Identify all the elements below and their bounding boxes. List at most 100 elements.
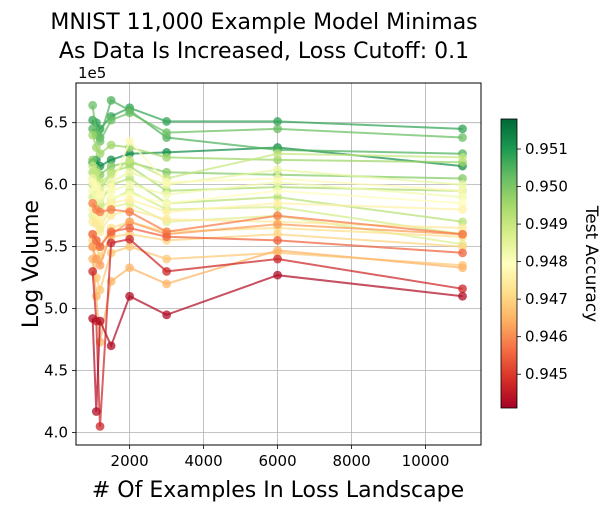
data-point [162, 207, 172, 217]
x-axis-label: # Of Examples In Loss Landscape [92, 478, 464, 503]
data-point [95, 422, 105, 431]
data-point [125, 217, 135, 227]
data-point [106, 205, 116, 214]
data-point [106, 211, 116, 221]
series-line [91, 238, 463, 427]
y-tick-label: 6.0 [44, 176, 68, 194]
data-point [106, 341, 116, 351]
data-point [162, 310, 172, 320]
data-point [125, 108, 135, 118]
y-axis-label: Log Volume [19, 200, 44, 328]
colorbar-tick-label: 0.945 [525, 365, 568, 383]
data-point [273, 186, 282, 196]
y-tick-label: 5.0 [44, 300, 68, 318]
data-point [106, 140, 116, 150]
data-point [162, 152, 172, 162]
colorbar-tick-label: 0.948 [525, 253, 568, 271]
colorbar-ticks: 0.945 0.946 0.947 0.948 0.949 0.950 0.951 [517, 140, 568, 383]
data-point [125, 234, 135, 244]
x-tick-label: 10000 [402, 452, 450, 470]
colorbar-tick-label: 0.951 [525, 140, 568, 158]
series-25 [88, 234, 467, 431]
data-point [162, 167, 172, 177]
data-point [106, 182, 116, 192]
data-point [162, 117, 172, 126]
y-ticks: 4.0 4.5 5.0 5.5 6.0 6.5 [44, 114, 76, 442]
data-point [95, 316, 105, 326]
data-point [106, 198, 116, 208]
data-point [458, 152, 467, 162]
colorbar [500, 118, 518, 409]
series-23 [88, 198, 467, 239]
data-point [95, 227, 105, 237]
data-point [273, 254, 282, 264]
data-point [162, 128, 172, 137]
data-point [458, 124, 467, 134]
series-15 [88, 136, 467, 199]
data-point [458, 291, 467, 301]
data-point [458, 186, 467, 196]
chart-title-line-2: As Data Is Increased, Loss Cutoff: 0.1 [59, 39, 469, 64]
data-point [106, 227, 116, 237]
data-point [125, 167, 135, 177]
data-point [88, 267, 98, 276]
data-point [125, 291, 135, 301]
series-9 [88, 149, 467, 187]
data-point [125, 161, 135, 171]
data-point [95, 190, 105, 199]
series-group [88, 95, 467, 431]
data-point [458, 192, 467, 202]
data-point [273, 211, 282, 221]
data-point [125, 136, 135, 146]
data-point [273, 236, 282, 245]
data-point [458, 180, 467, 190]
data-point [273, 219, 282, 229]
data-point [95, 207, 105, 217]
data-point [88, 130, 98, 140]
data-point [458, 217, 467, 227]
data-point [125, 263, 135, 273]
y-tick-label: 4.0 [44, 424, 68, 442]
data-point [273, 124, 282, 134]
data-point [273, 165, 282, 175]
chart-title-line-1: MNIST 11,000 Example Model Minimas [50, 10, 477, 35]
data-point [125, 174, 135, 183]
series-line [91, 274, 463, 412]
data-point [162, 198, 172, 208]
data-point [458, 248, 467, 258]
data-point [458, 133, 467, 142]
colorbar-tick-label: 0.949 [525, 215, 568, 233]
x-tick-label: 2000 [111, 452, 149, 470]
y-tick-label: 5.5 [44, 238, 68, 256]
series-24 [88, 223, 467, 258]
data-point [88, 155, 98, 165]
y-tick-label: 4.5 [44, 362, 68, 380]
x-tick-label: 6000 [258, 452, 296, 470]
data-point [106, 155, 116, 165]
data-point [273, 149, 282, 159]
data-point [458, 263, 467, 273]
data-point [106, 238, 116, 248]
data-point [91, 182, 101, 192]
data-point [125, 223, 135, 233]
data-point [273, 198, 282, 208]
data-point [162, 177, 172, 187]
series-4 [88, 100, 467, 146]
data-point [162, 279, 172, 289]
colorbar-tick-label: 0.947 [525, 290, 568, 308]
plot-frame [75, 82, 482, 446]
series-line [91, 249, 463, 343]
data-point [458, 198, 467, 208]
series-6 [88, 130, 467, 167]
x-tick-label: 4000 [185, 452, 223, 470]
data-point [458, 174, 467, 183]
data-point [125, 207, 135, 217]
data-point [125, 242, 135, 252]
data-point [125, 195, 135, 204]
y-tick-label: 6.5 [44, 114, 68, 132]
data-point [106, 161, 116, 171]
data-point [273, 270, 282, 280]
data-point [125, 180, 135, 190]
data-point [91, 407, 101, 416]
